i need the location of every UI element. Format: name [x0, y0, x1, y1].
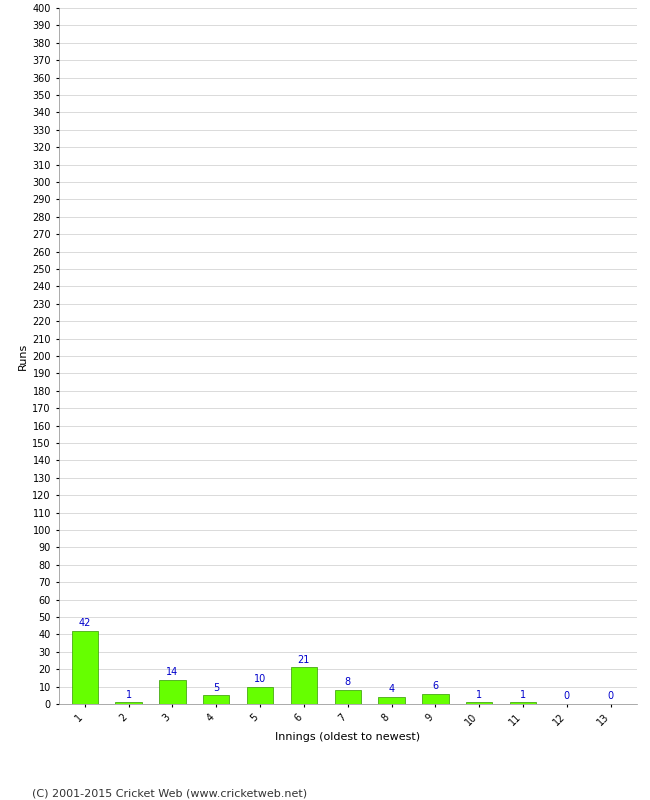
Bar [335, 690, 361, 704]
Bar [159, 680, 186, 704]
Text: 8: 8 [344, 678, 351, 687]
Bar [291, 667, 317, 704]
Text: 5: 5 [213, 682, 220, 693]
Text: (C) 2001-2015 Cricket Web (www.cricketweb.net): (C) 2001-2015 Cricket Web (www.cricketwe… [32, 788, 307, 798]
Text: 1: 1 [520, 690, 526, 700]
Text: 1: 1 [476, 690, 482, 700]
Bar [247, 686, 273, 704]
Text: 14: 14 [166, 667, 179, 677]
Bar [422, 694, 448, 704]
Bar [72, 631, 98, 704]
Text: 1: 1 [125, 690, 132, 700]
Y-axis label: Runs: Runs [18, 342, 28, 370]
Bar [378, 697, 405, 704]
Bar [510, 702, 536, 704]
Text: 21: 21 [298, 655, 310, 665]
Text: 0: 0 [564, 691, 570, 702]
Text: 10: 10 [254, 674, 266, 684]
Text: 42: 42 [79, 618, 91, 628]
X-axis label: Innings (oldest to newest): Innings (oldest to newest) [275, 732, 421, 742]
Text: 4: 4 [389, 685, 395, 694]
Text: 0: 0 [608, 691, 614, 702]
Text: 6: 6 [432, 681, 439, 691]
Bar [203, 695, 229, 704]
Bar [466, 702, 493, 704]
Bar [116, 702, 142, 704]
